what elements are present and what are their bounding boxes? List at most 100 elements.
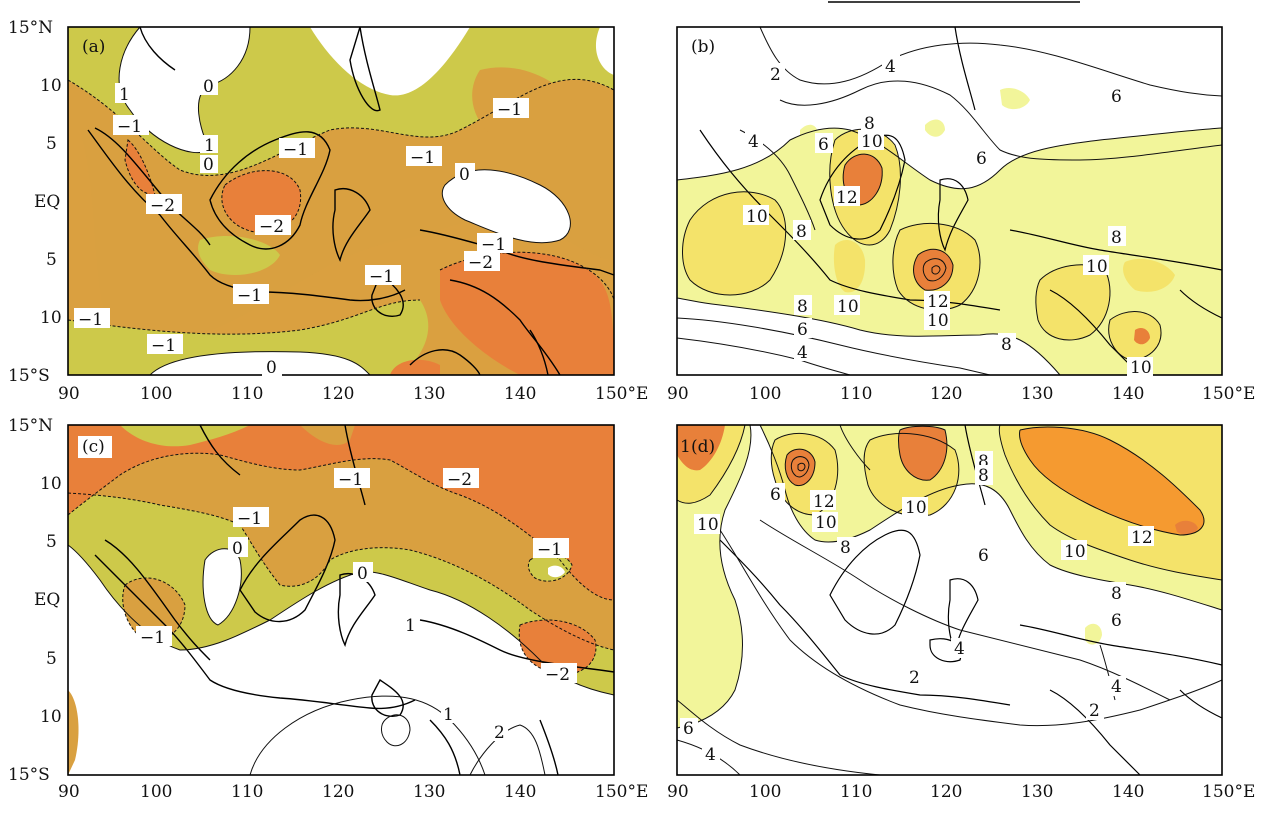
x-axis-panel-a: 90 100 110 120 130 140 150°E [58, 384, 648, 404]
y-tick-label: 15°N [8, 416, 53, 436]
contour-label: 6 [978, 546, 989, 566]
panel-b-frame [676, 26, 1223, 376]
contour-label: 1 [119, 85, 130, 105]
x-tick-label: 110 [840, 384, 872, 404]
contour-label: 4 [1111, 677, 1122, 697]
panel-d-orange-dot [1175, 520, 1198, 535]
panel-b-orange-sulawesi [913, 249, 953, 291]
contour-label: −1 [140, 628, 165, 648]
contour-label: 8 [840, 538, 851, 558]
contour-label: 0 [357, 564, 368, 584]
panel-b-mid-east-2 [1123, 258, 1175, 292]
panel-d-contours [676, 424, 1223, 776]
contour-label: 10 [1130, 358, 1152, 378]
y-tick-label: 5 [46, 532, 57, 552]
x-tick-label: 90 [58, 384, 80, 404]
contour-label: 6 [797, 320, 808, 340]
x-tick-label: 100 [140, 384, 172, 404]
contour-label: 0 [232, 539, 243, 559]
contour-label: 1 [204, 136, 215, 156]
panel-b-contours [676, 26, 1223, 376]
contour-label: 4 [705, 745, 716, 765]
contour-label: 10 [815, 513, 837, 533]
x-tick-label: 150°E [595, 782, 648, 802]
contour-label: 10 [746, 207, 768, 227]
x-axis-panel-b: 90 100 110 120 130 140 150°E [667, 384, 1255, 404]
contour-label: 6 [1111, 611, 1122, 631]
contour-label: 8 [797, 297, 808, 317]
x-tick-label: 90 [667, 384, 689, 404]
contour-label: −2 [468, 253, 493, 273]
x-tick-label: 120 [930, 384, 962, 404]
contour-label: 10 [697, 515, 719, 535]
x-tick-label: 130 [413, 384, 445, 404]
contour-label: 6 [976, 149, 987, 169]
panel-a-orange-east [440, 252, 614, 375]
contour-label: −1 [117, 117, 142, 137]
x-tick-label: 90 [667, 782, 689, 802]
y-axis-panel-a: 15°N 10 5 EQ 5 10 15°S [8, 18, 62, 386]
y-tick-label: 10 [40, 474, 62, 494]
contour-label: −1 [237, 286, 262, 306]
contour-label: 0 [203, 155, 214, 175]
x-tick-label: 100 [749, 782, 781, 802]
x-tick-label: 150°E [595, 384, 648, 404]
contour-label: −1 [283, 140, 308, 160]
panel-b-light-patch-3 [800, 124, 819, 147]
contour-label: 8 [796, 222, 807, 242]
contour-label: 2 [909, 668, 920, 688]
contour-label: 12 [927, 292, 949, 312]
contour-label: 4 [885, 57, 896, 77]
contour-label: −1 [497, 100, 522, 120]
panel-a-contour-labels: 0 1 1 0 −1 −1 −1 −2 −2 0 −1 −2 −1 −1 −1 … [74, 75, 529, 378]
contour-label: −1 [78, 310, 103, 330]
x-tick-label: 150°E [1202, 782, 1255, 802]
contour-label: 2 [1089, 701, 1100, 721]
panel-d-orange-center [898, 426, 947, 481]
contour-label: −1 [537, 540, 562, 560]
panel-c-pos-contours [67, 544, 615, 776]
contour-label: 8 [978, 466, 989, 486]
x-tick-label: 140 [1112, 782, 1144, 802]
panel-d-orange-nw [677, 425, 725, 471]
panel-c-tan-top [300, 425, 355, 445]
x-tick-label: 110 [231, 384, 263, 404]
x-tick-label: 100 [140, 782, 172, 802]
contour-label: 6 [1111, 87, 1122, 107]
contour-label: 10 [861, 132, 883, 152]
contour-label: 0 [203, 77, 214, 97]
panel-d-coastlines [719, 424, 1223, 776]
contour-label: 10 [1086, 257, 1108, 277]
y-tick-label: 15°S [8, 366, 50, 386]
x-tick-label: 120 [322, 384, 354, 404]
contour-label: 6 [770, 485, 781, 505]
y-tick-label: 10 [40, 707, 62, 727]
panel-b-contour-labels: 2 4 6 4 6 8 10 6 12 10 8 8 10 12 10 10 8… [743, 55, 1153, 378]
axis-labels: 15°N 10 5 EQ 5 10 15°S 15°N 10 5 EQ 5 10… [8, 18, 1255, 802]
panel-d-frame [676, 424, 1223, 776]
panel-c-coastlines [94, 424, 615, 776]
contour-label: 10 [905, 498, 927, 518]
contour-label: 10 [837, 297, 859, 317]
panel-c-white-dot [548, 565, 565, 578]
x-tick-label: 100 [749, 384, 781, 404]
x-tick-label: 130 [1021, 384, 1053, 404]
x-axis-panel-c: 90 100 110 120 130 140 150°E [58, 782, 648, 802]
contour-label: 8 [1111, 584, 1122, 604]
x-tick-label: 110 [231, 782, 263, 802]
contour-label: 10 [1064, 542, 1086, 562]
panel-d-contour-label-1: 1 [680, 437, 691, 457]
contour-label: 0 [266, 358, 277, 378]
y-tick-label: 15°S [8, 765, 50, 785]
panel-a-orange-sumatra [125, 140, 155, 195]
y-tick-label: 5 [46, 649, 57, 669]
panel-a-label: (a) [82, 37, 105, 57]
contour-label: 1 [405, 616, 416, 636]
contour-label: 4 [797, 343, 808, 363]
panel-d-contour-labels: 6 12 10 10 10 8 8 8 10 12 6 8 6 4 2 4 2 … [680, 451, 1154, 765]
x-tick-label: 110 [840, 782, 872, 802]
panel-a-white-east [442, 169, 571, 243]
x-tick-label: 90 [58, 782, 80, 802]
y-tick-label: 5 [46, 134, 57, 154]
